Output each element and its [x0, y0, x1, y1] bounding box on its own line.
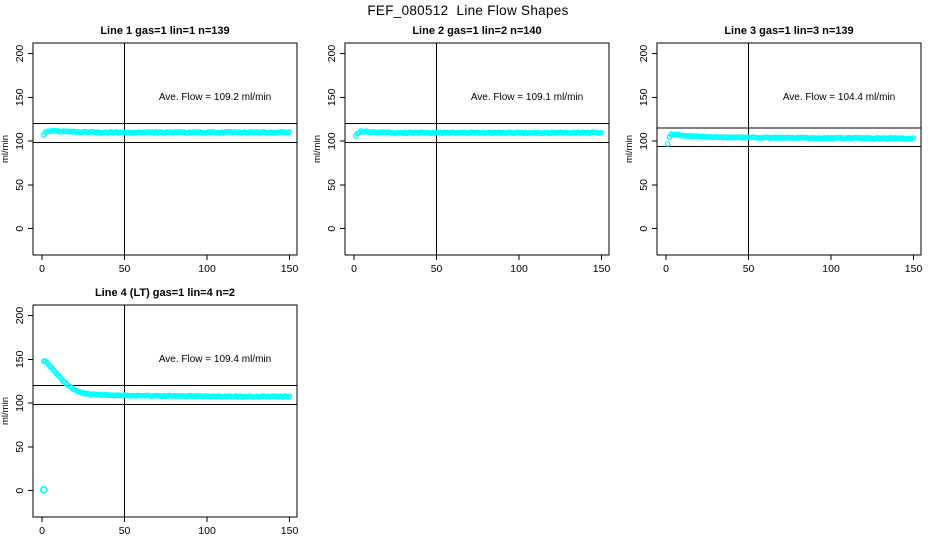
panel-line-4: Line 4 (LT) gas=1 lin=4 n=2 0 50 100 150 0 50 1… [0, 287, 312, 539]
y-tick-label: 50 [638, 179, 650, 191]
x-tick-label: 100 [198, 263, 216, 275]
data-point [286, 129, 293, 135]
y-tick-label: 50 [326, 179, 338, 191]
x-tick-label: 0 [351, 263, 357, 275]
y-axis-label: ml/min [624, 135, 635, 163]
y-tick-label: 200 [14, 45, 26, 63]
x-tick-label: 50 [119, 525, 131, 537]
y-tick-label: 150 [14, 350, 26, 368]
panel-line-3: Line 3 gas=1 lin=3 n=139 0 50 100 150 0 50 100 1… [624, 25, 936, 277]
y-tick-label: 100 [14, 132, 26, 150]
panel-title: Line 3 gas=1 lin=3 n=139 [724, 25, 853, 37]
y-tick-label: 200 [638, 45, 650, 63]
ave-flow-annotation: Ave. Flow = 109.4 ml/min [159, 354, 271, 365]
y-tick-label: 0 [14, 488, 26, 494]
ave-flow-annotation: Ave. Flow = 104.4 ml/min [783, 92, 895, 103]
plot-box [344, 42, 610, 256]
reference-lines [33, 305, 297, 517]
x-tick-label: 50 [119, 263, 131, 275]
y-tick-label: 150 [638, 88, 650, 106]
y-axis-label: ml/min [312, 135, 323, 163]
x-axis: 0 50 100 150 [39, 517, 298, 537]
plot-area: Line 1 gas=1 lin=1 n=139 0 50 100 150 0 50 100 1… [0, 25, 298, 275]
plot-box [656, 42, 922, 256]
ave-flow-annotation: Ave. Flow = 109.1 ml/min [471, 92, 583, 103]
x-tick-label: 50 [743, 263, 755, 275]
x-axis: 0 50 100 150 [663, 255, 922, 275]
y-tick-label: 0 [638, 226, 650, 232]
x-tick-label: 100 [822, 263, 840, 275]
data-points [39, 358, 293, 494]
y-tick-label: 50 [14, 179, 26, 191]
x-tick-label: 50 [431, 263, 443, 275]
x-tick-label: 0 [39, 525, 45, 537]
y-tick-label: 100 [14, 394, 26, 412]
y-tick-label: 50 [14, 441, 26, 453]
y-axis: 0 50 100 150 200 [14, 45, 33, 232]
panel-line-1: Line 1 gas=1 lin=1 n=139 0 50 100 150 0 50 100 1… [0, 25, 312, 277]
x-axis: 0 50 100 150 [39, 255, 298, 275]
y-tick-label: 0 [326, 226, 338, 232]
x-tick-label: 0 [663, 263, 669, 275]
data-point [286, 393, 293, 400]
x-tick-label: 100 [510, 263, 528, 275]
reference-lines [33, 43, 297, 255]
plot-box [32, 42, 298, 256]
data-points [40, 127, 293, 138]
panel-title: Line 1 gas=1 lin=1 n=139 [100, 25, 229, 37]
x-tick-label: 150 [905, 263, 923, 275]
x-axis: 0 50 100 150 [351, 255, 610, 275]
main-title: FEF_080512 Line Flow Shapes [367, 3, 569, 18]
data-point [598, 129, 605, 136]
x-tick-label: 150 [281, 263, 299, 275]
y-tick-label: 0 [14, 226, 26, 232]
y-tick-label: 100 [638, 132, 650, 150]
x-tick-label: 150 [593, 263, 611, 275]
data-point [910, 135, 917, 141]
x-tick-label: 100 [198, 525, 216, 537]
panel-title: Line 4 (LT) gas=1 lin=4 n=2 [95, 287, 235, 299]
plot-area: Line 2 gas=1 lin=2 n=140 0 50 100 150 0 50 100 1… [312, 25, 610, 275]
y-tick-label: 150 [326, 88, 338, 106]
y-tick-label: 200 [326, 45, 338, 63]
ave-flow-annotation: Ave. Flow = 109.2 ml/min [159, 92, 271, 103]
reference-lines [345, 43, 609, 255]
data-points [664, 131, 917, 147]
y-axis: 0 50 100 150 200 [638, 45, 657, 232]
y-axis: 0 50 100 150 200 [326, 45, 345, 232]
x-tick-label: 0 [39, 263, 45, 275]
y-tick-label: 200 [14, 307, 26, 325]
data-points [352, 127, 605, 139]
plot-area: Line 4 (LT) gas=1 lin=4 n=2 0 50 100 150 0 50 1… [0, 287, 298, 537]
y-axis-label: ml/min [0, 135, 11, 163]
panel-line-2: Line 2 gas=1 lin=2 n=140 0 50 100 150 0 50 100 1… [312, 25, 624, 277]
outlier-point [39, 486, 48, 494]
x-tick-label: 150 [281, 525, 299, 537]
plot-box [32, 304, 298, 518]
y-axis: 0 50 100 150 200 [14, 307, 33, 494]
panel-title: Line 2 gas=1 lin=2 n=140 [412, 25, 541, 37]
y-axis-label: ml/min [0, 397, 11, 425]
plot-area: Line 3 gas=1 lin=3 n=139 0 50 100 150 0 50 100 1… [624, 25, 922, 275]
data-point [664, 141, 671, 147]
reference-lines [657, 43, 921, 255]
y-tick-label: 100 [326, 132, 338, 150]
y-tick-label: 150 [14, 88, 26, 106]
